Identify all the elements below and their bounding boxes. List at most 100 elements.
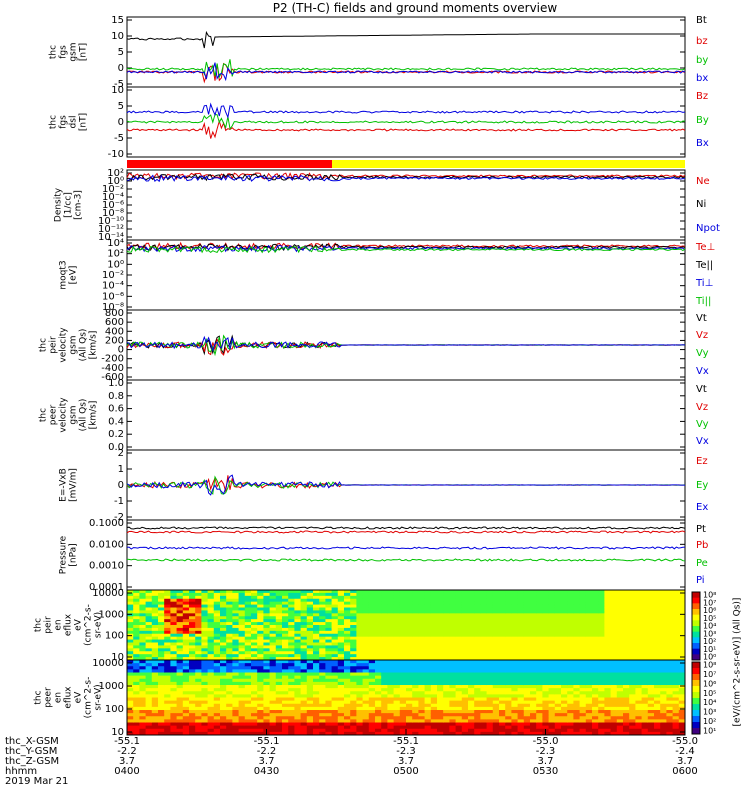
heatmap-cell [344, 725, 351, 730]
heatmap-cell [567, 622, 574, 626]
heatmap-cell [300, 648, 308, 652]
heatmap-cell [207, 592, 215, 597]
heatmap-cell [263, 725, 271, 730]
heatmap-cell [499, 722, 506, 727]
heatmap-cell [468, 648, 475, 652]
heatmap-cell [461, 660, 469, 664]
heatmap-cell [213, 688, 221, 692]
heatmap-cell [344, 700, 351, 705]
heatmap-cell [337, 630, 345, 635]
y-tick-label: -10 [108, 149, 124, 160]
heatmap-cell [424, 657, 432, 661]
heatmap-cell [306, 642, 314, 646]
heatmap-cell [604, 619, 612, 623]
heatmap-cell [604, 719, 612, 723]
heatmap-cell [127, 688, 134, 692]
heatmap-cell [344, 645, 351, 649]
heatmap-cell [654, 630, 661, 635]
heatmap-cell [232, 590, 240, 594]
heatmap-cell [536, 719, 543, 723]
heatmap-cell [610, 592, 618, 597]
heatmap-cell [629, 613, 636, 617]
heatmap-cell [592, 636, 599, 641]
heatmap-cell [362, 716, 370, 720]
heatmap-cell [480, 654, 488, 658]
heatmap-cell [300, 722, 308, 727]
heatmap-cell [554, 654, 562, 658]
heatmap-cell [133, 706, 140, 711]
heatmap-cell [579, 672, 587, 677]
heatmap-cell [195, 685, 202, 689]
heatmap-cell [195, 651, 202, 655]
heatmap-cell [449, 657, 457, 661]
heatmap-cell [499, 613, 506, 617]
heatmap-cell [579, 654, 587, 658]
heatmap-cell [666, 604, 674, 608]
heatmap-cell [282, 630, 289, 635]
legend-entry: Vy [696, 348, 709, 359]
heatmap-cell [492, 663, 500, 667]
heatmap-cell [269, 675, 277, 680]
heatmap-cell [660, 660, 667, 664]
heatmap-cell [133, 625, 140, 629]
heatmap-cell [616, 590, 624, 594]
heatmap-cell [437, 601, 444, 606]
heatmap-cell [641, 630, 649, 635]
heatmap-cell [641, 713, 649, 717]
heatmap-cell [275, 595, 283, 600]
heatmap-cell [592, 716, 599, 720]
heatmap-cell [449, 630, 457, 635]
heatmap-cell [505, 654, 512, 658]
heatmap-cell [263, 672, 271, 677]
heatmap-cell [244, 706, 252, 711]
heatmap-cell [331, 713, 339, 717]
heatmap-cell [387, 622, 395, 626]
heatmap-cell [418, 663, 426, 667]
heatmap-cell [381, 688, 388, 692]
heatmap-cell [406, 691, 413, 695]
heatmap-cell [461, 645, 469, 649]
heatmap-cell [418, 694, 426, 698]
heatmap-cell [660, 657, 667, 661]
heatmap-cell [387, 681, 395, 686]
heatmap-cell [418, 669, 426, 673]
heatmap-cell [629, 648, 636, 652]
heatmap-cell [195, 625, 202, 629]
heatmap-cell [592, 601, 599, 606]
heatmap-cell [660, 713, 667, 717]
heatmap-cell [127, 719, 134, 723]
heatmap-cell [164, 685, 171, 689]
heatmap-cell [294, 685, 302, 689]
heatmap-cell [412, 719, 419, 723]
heatmap-cell [573, 645, 581, 649]
heatmap-cell [480, 657, 488, 661]
heatmap-cell [616, 706, 624, 711]
heatmap-cell [238, 678, 246, 683]
heatmap-cell [511, 619, 519, 623]
heatmap-cell [579, 651, 587, 655]
heatmap-cell [387, 710, 395, 714]
heatmap-cell [604, 722, 612, 727]
heatmap-cell [654, 601, 661, 606]
heatmap-cell [306, 657, 314, 661]
heatmap-cell [647, 590, 655, 594]
heatmap-cell [641, 592, 649, 597]
heatmap-cell [461, 657, 469, 661]
heatmap-cell [511, 590, 519, 594]
heatmap-cell [337, 681, 345, 686]
heatmap-cell [313, 669, 320, 673]
heatmap-cell [275, 710, 283, 714]
heatmap-cell [275, 607, 283, 611]
heatmap-cell [629, 604, 636, 608]
heatmap-cell [517, 722, 525, 727]
heatmap-cell [641, 731, 649, 736]
heatmap-cell [542, 688, 550, 692]
heatmap-cell [474, 703, 481, 708]
heatmap-cell [170, 616, 178, 620]
heatmap-cell [238, 630, 246, 635]
heatmap-cell [480, 598, 488, 603]
heatmap-cell [561, 616, 568, 620]
heatmap-cell [523, 700, 531, 705]
heatmap-cell [666, 725, 674, 730]
